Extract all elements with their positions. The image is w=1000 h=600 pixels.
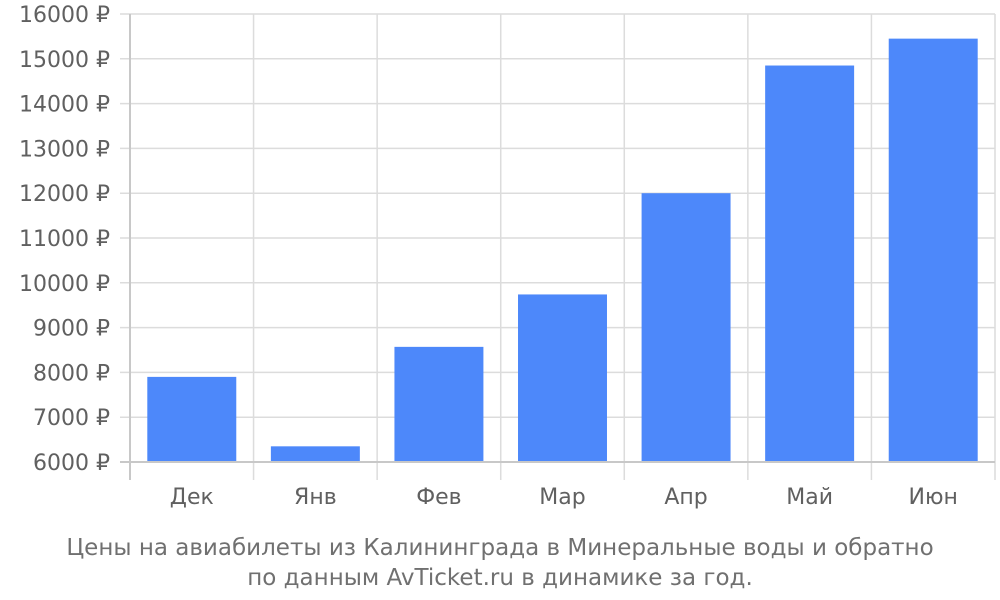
y-tick-label: 6000 ₽ xyxy=(33,451,110,476)
x-tick-label: Май xyxy=(786,485,833,510)
axes xyxy=(120,14,995,480)
y-tick-label: 16000 ₽ xyxy=(19,3,110,28)
x-tick-label: Дек xyxy=(170,485,214,510)
y-tick-label: 7000 ₽ xyxy=(33,406,110,431)
y-tick-label: 13000 ₽ xyxy=(19,137,110,162)
x-axis-ticks: Дек Янв Фев Мар Апр Май Июн xyxy=(170,485,958,510)
x-tick-label: Мар xyxy=(539,485,585,510)
bar xyxy=(147,376,237,462)
x-tick-label: Апр xyxy=(664,485,707,510)
y-axis-ticks: 6000 ₽ 7000 ₽ 8000 ₽ 9000 ₽ 10000 ₽ 11000 ₽ 12… xyxy=(19,3,110,476)
bar-chart: 6000 ₽ 7000 ₽ 8000 ₽ 9000 ₽ 10000 ₽ 11000 ₽ 12… xyxy=(19,3,996,510)
y-tick-label: 11000 ₽ xyxy=(19,227,110,252)
bar xyxy=(765,65,855,463)
chart-caption-line-1: Цены на авиабилеты из Калининграда в Мин… xyxy=(66,535,934,561)
x-tick-label: Фев xyxy=(416,485,461,510)
bar xyxy=(518,294,607,462)
bar xyxy=(394,346,484,462)
x-tick-label: Янв xyxy=(294,485,337,510)
bar xyxy=(888,38,978,462)
bar xyxy=(270,446,360,462)
bar-series xyxy=(147,38,978,463)
bar xyxy=(641,193,731,462)
y-tick-label: 10000 ₽ xyxy=(19,272,110,297)
y-tick-label: 15000 ₽ xyxy=(19,48,110,73)
y-tick-label: 14000 ₽ xyxy=(19,93,110,118)
x-tick-label: Июн xyxy=(909,485,958,510)
chart-caption-line-2: по данным AvTicket.ru в динамике за год. xyxy=(247,565,753,591)
y-tick-label: 9000 ₽ xyxy=(33,317,110,342)
y-tick-label: 12000 ₽ xyxy=(19,182,110,207)
y-tick-label: 8000 ₽ xyxy=(33,361,110,386)
